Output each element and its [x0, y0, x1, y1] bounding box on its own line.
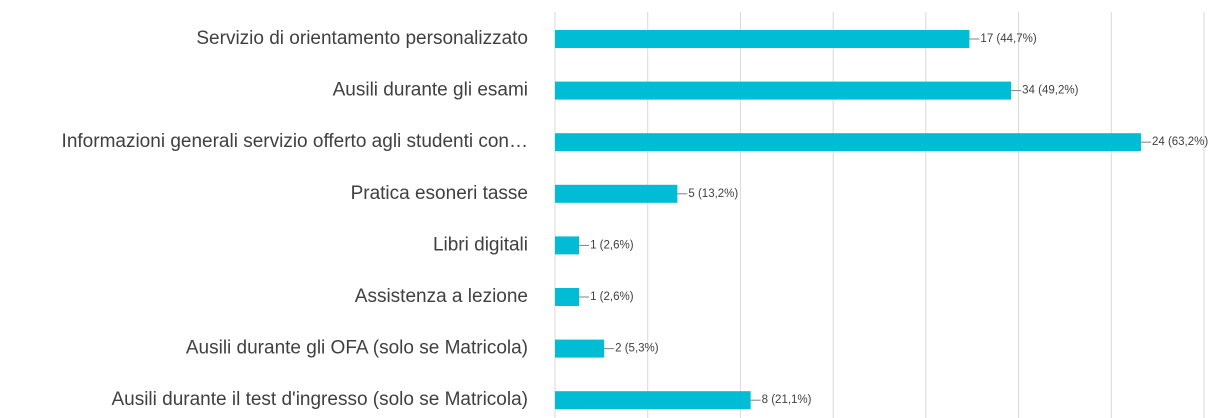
- bar: [555, 133, 1141, 152]
- bar: [555, 339, 605, 358]
- category-label: Pratica esoneri tasse: [351, 183, 528, 204]
- category-label: Libri digitali: [433, 234, 528, 255]
- category-label: Assistenza a lezione: [355, 286, 528, 307]
- bar: [555, 236, 580, 255]
- category-label: Informazioni generali servizio offerto a…: [62, 131, 528, 152]
- category-label: Ausili durante il test d'ingresso (solo …: [111, 389, 528, 410]
- value-label: 2 (5,3%): [615, 343, 659, 355]
- category-label: Ausili durante gli esami: [333, 80, 528, 101]
- value-label: 17 (44,7%): [980, 33, 1036, 45]
- bar: [555, 30, 970, 48]
- value-label: 24 (63,2%): [1152, 136, 1208, 148]
- value-label: 34 (49,2%): [1022, 85, 1078, 97]
- value-label: 8 (21,1%): [762, 394, 812, 406]
- value-label: 1 (2,6%): [590, 291, 634, 303]
- category-label: Servizio di orientamento personalizzato: [196, 28, 528, 49]
- value-label: 1 (2,6%): [590, 239, 634, 251]
- value-label: 5 (13,2%): [688, 188, 738, 200]
- bar: [555, 81, 1012, 100]
- bar: [555, 391, 751, 410]
- bar: [555, 184, 678, 203]
- bar: [555, 288, 580, 306]
- category-label: Ausili durante gli OFA (solo se Matricol…: [186, 338, 528, 359]
